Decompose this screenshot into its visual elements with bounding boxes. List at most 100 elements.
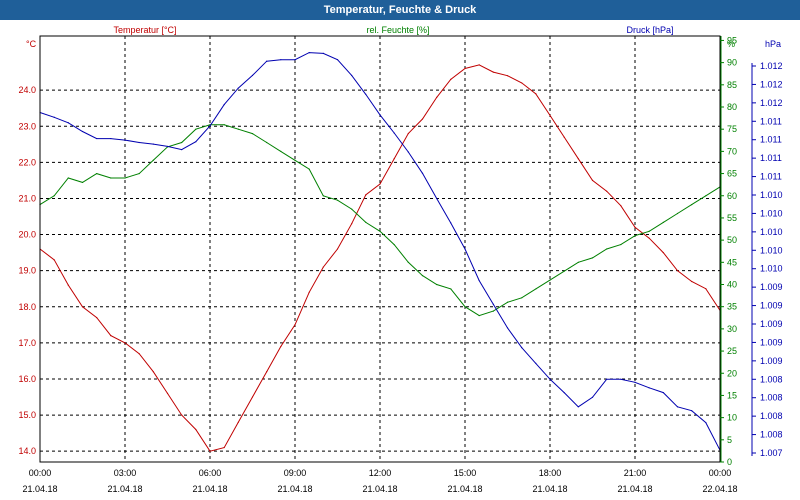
- pressure-point: [591, 396, 594, 398]
- pressure-point: [308, 51, 310, 54]
- temperature-point: [478, 64, 480, 66]
- humidity-point: [506, 301, 509, 303]
- humidity-tick-label: 55: [727, 213, 737, 223]
- humidity-tick-label: 50: [727, 235, 737, 245]
- temperature-point: [549, 114, 551, 117]
- humidity-point: [336, 199, 339, 201]
- pressure-tick-label: 1.012: [760, 79, 783, 89]
- pressure-point: [436, 197, 438, 200]
- pressure-point: [492, 303, 494, 305]
- temperature-point: [676, 270, 679, 272]
- pressure-tick-label: 1.011: [760, 116, 782, 126]
- humidity-point: [492, 310, 494, 312]
- humidity-unit: %: [727, 39, 735, 49]
- temperature-tick-label: 21.0: [18, 193, 36, 203]
- temperature-point: [620, 205, 622, 207]
- humidity-point: [691, 204, 693, 206]
- temperature-point: [464, 67, 466, 70]
- humidity-tick-label: 10: [727, 413, 737, 423]
- humidity-tick-label: 60: [727, 191, 737, 201]
- temperature-point: [81, 306, 84, 308]
- humidity-point: [563, 270, 565, 272]
- temperature-tick-label: 14.0: [18, 446, 36, 456]
- pressure-unit: hPa: [765, 39, 781, 49]
- pressure-point: [209, 125, 211, 127]
- pressure-point: [138, 141, 140, 144]
- humidity-point: [393, 243, 395, 246]
- pressure-tick-label: 1.009: [760, 337, 783, 347]
- x-tick-date: 21.04.18: [362, 484, 397, 494]
- pressure-point: [124, 139, 126, 141]
- pressure-tick-label: 1.008: [760, 393, 783, 403]
- pressure-tick-label: 1.009: [760, 319, 783, 329]
- humidity-axis-title: rel. Feuchte [%]: [366, 25, 429, 35]
- temperature-point: [181, 414, 183, 416]
- humidity-point: [421, 275, 424, 277]
- pressure-tick-label: 1.009: [760, 356, 783, 366]
- pressure-tick-label: 1.012: [760, 98, 783, 108]
- humidity-point: [464, 306, 466, 308]
- temperature-point: [294, 324, 296, 326]
- humidity-tick-label: 30: [727, 324, 737, 334]
- humidity-point: [237, 128, 239, 130]
- humidity-tick-label: 45: [727, 257, 737, 267]
- humidity-point: [294, 159, 296, 161]
- pressure-point: [266, 60, 268, 62]
- pressure-tick-label: 1.011: [760, 172, 782, 182]
- temperature-point: [563, 136, 565, 138]
- temperature-point: [138, 353, 140, 355]
- pressure-tick-label: 1.011: [760, 153, 782, 163]
- x-tick-time: 09:00: [284, 468, 307, 478]
- humidity-point: [138, 172, 140, 175]
- pressure-point: [535, 362, 537, 364]
- x-tick-date: 21.04.18: [447, 484, 482, 494]
- temperature-unit: °C: [26, 39, 37, 49]
- humidity-tick-label: 20: [727, 368, 737, 378]
- temperature-point: [251, 396, 254, 398]
- humidity-point: [223, 124, 225, 126]
- humidity-tick-label: 70: [727, 146, 737, 156]
- temperature-tick-label: 15.0: [18, 410, 36, 420]
- x-tick-time: 15:00: [454, 468, 477, 478]
- humidity-point: [379, 230, 381, 232]
- temperature-point: [166, 392, 169, 395]
- pressure-tick-label: 1.008: [760, 430, 783, 440]
- humidity-tick-label: 90: [727, 58, 737, 68]
- temperature-point: [450, 78, 452, 80]
- humidity-point: [280, 150, 282, 152]
- x-tick-date: 21.04.18: [107, 484, 142, 494]
- temperature-tick-label: 22.0: [18, 157, 36, 167]
- temperature-point: [591, 179, 594, 182]
- axes: [39, 35, 756, 463]
- pressure-tick-label: 1.012: [760, 61, 783, 71]
- pressure-tick-label: 1.010: [760, 245, 783, 255]
- humidity-point: [110, 177, 112, 179]
- temperature-point: [492, 71, 494, 73]
- x-tick-time: 00:00: [29, 468, 52, 478]
- humidity-point: [577, 261, 579, 263]
- pressure-tick-label: 1.007: [760, 448, 783, 458]
- pressure-point: [351, 74, 353, 77]
- pressure-tick-label: 1.011: [760, 135, 782, 145]
- pressure-point: [691, 410, 693, 412]
- humidity-point: [549, 279, 551, 281]
- humidity-point: [705, 195, 707, 197]
- x-tick-time: 00:00: [709, 468, 732, 478]
- pressure-point: [577, 406, 579, 408]
- temperature-point: [351, 223, 353, 225]
- plot-frame: [39, 35, 721, 463]
- temperature-point: [237, 421, 239, 423]
- pressure-point: [662, 391, 664, 394]
- pressure-point: [379, 114, 381, 116]
- x-tick-time: 12:00: [369, 468, 392, 478]
- temperature-point: [96, 316, 98, 319]
- humidity-point: [81, 181, 84, 184]
- temperature-point: [336, 248, 339, 250]
- pressure-point: [67, 122, 69, 124]
- temperature-point: [209, 450, 211, 452]
- humidity-tick-label: 75: [727, 124, 737, 134]
- temperature-point: [577, 158, 579, 160]
- pressure-tick-label: 1.010: [760, 190, 783, 200]
- pressure-point: [421, 172, 424, 174]
